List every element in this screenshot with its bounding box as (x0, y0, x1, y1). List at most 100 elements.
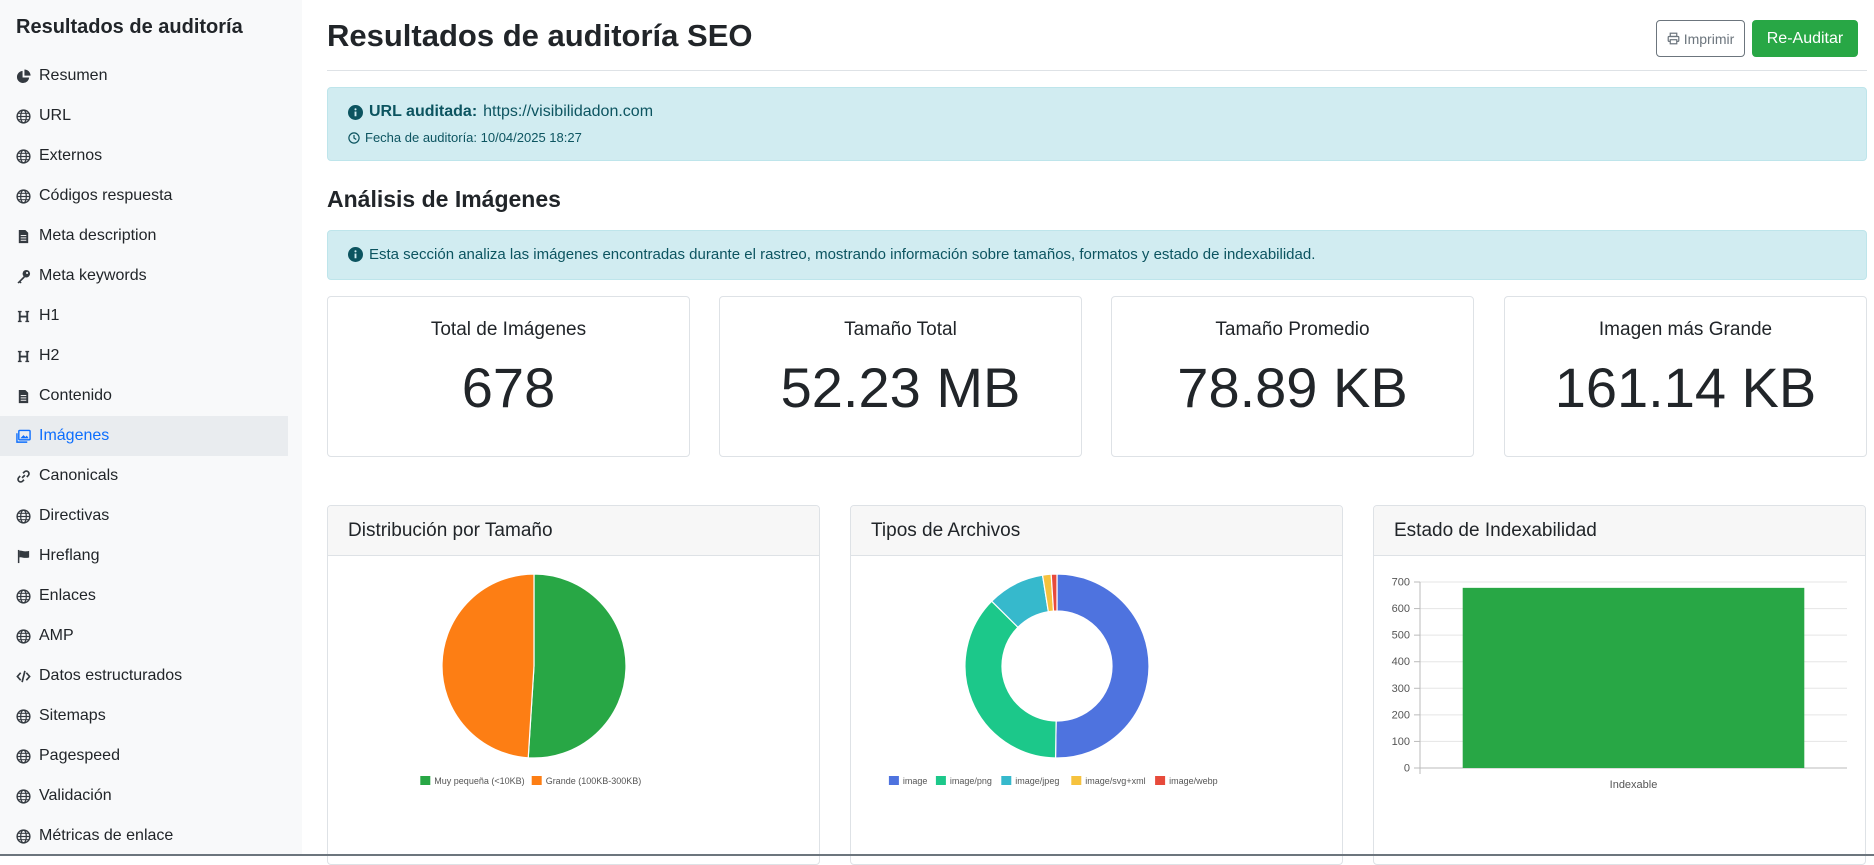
stat-card-total-size: Tamaño Total 52.23 MB (719, 296, 1082, 457)
sidebar-item-amp[interactable]: AMP (0, 616, 288, 656)
stat-label: Imagen más Grande (1598, 319, 1773, 340)
images-icon (16, 428, 36, 444)
flag-icon (16, 548, 36, 564)
header-divider (327, 70, 1867, 71)
sidebar-item-meta-description[interactable]: Meta description (0, 216, 288, 256)
sidebar-item-resumen[interactable]: Resumen (0, 56, 288, 96)
slice-muy-peque-a-10kb (527, 573, 627, 759)
sidebar-item-directivas[interactable]: Directivas (0, 496, 288, 536)
stat-value: 78.89 KB (1177, 356, 1408, 419)
globe-icon (16, 748, 36, 764)
section-description: Esta sección analiza las imágenes encont… (369, 246, 1316, 263)
sidebar-item-h2[interactable]: H2 (0, 336, 288, 376)
bar-indexable (1462, 587, 1805, 768)
sidebar-item-contenido[interactable]: Contenido (0, 376, 288, 416)
section-info-alert: Esta sección analiza las imágenes encont… (327, 230, 1867, 280)
sidebar-item-label: URL (39, 107, 72, 124)
sidebar-item-label: H2 (39, 347, 60, 364)
legend-swatch (420, 776, 431, 785)
legend-label: image (903, 776, 928, 786)
indexability-card: Estado de Indexabilidad 0 100 200 300 400 500… (1373, 505, 1866, 865)
sidebar-item-métricas-de-enlace[interactable]: Métricas de enlace (0, 816, 288, 856)
print-button-label: Imprimir (1683, 30, 1735, 47)
sidebar-item-validación[interactable]: Validación (0, 776, 288, 816)
legend-swatch (1001, 776, 1012, 785)
sidebar-item-imágenes[interactable]: Imágenes (0, 416, 288, 456)
sidebar-item-label: Externos (39, 147, 103, 164)
globe-icon (16, 108, 36, 124)
legend-label: Grande (100KB-300KB) (546, 776, 642, 786)
sidebar-title: Resultados de auditoría (16, 16, 243, 38)
sidebar-item-label: Enlaces (39, 587, 96, 604)
legend-label: Muy pequeña (<10KB) (434, 776, 524, 786)
audit-date: Fecha de auditoría: 10/04/2025 18:27 (365, 130, 582, 145)
sidebar-item-label: AMP (39, 627, 74, 644)
chart-title: Tipos de Archivos (851, 506, 1342, 556)
legend-swatch (888, 776, 899, 785)
section-title: Análisis de Imágenes (327, 186, 561, 212)
chart-title: Estado de Indexabilidad (1374, 506, 1865, 556)
sidebar-item-label: Resumen (39, 67, 108, 84)
stat-value: 678 (461, 356, 556, 419)
heading-icon (16, 308, 36, 324)
sidebar-item-label: H1 (39, 307, 60, 324)
sidebar-item-hreflang[interactable]: Hreflang (0, 536, 288, 576)
globe-icon (16, 788, 36, 804)
y-tick-label: 700 (1392, 577, 1410, 589)
globe-icon (16, 828, 36, 844)
legend-label: image/webp (1169, 776, 1218, 786)
heading-icon (16, 348, 36, 364)
audited-url: https://visibilidadon.com (483, 103, 654, 120)
code-icon (16, 668, 36, 684)
chart-title: Distribución por Tamaño (328, 506, 819, 556)
slice-image (1054, 573, 1150, 759)
legend-swatch (1071, 776, 1082, 785)
print-button[interactable]: Imprimir (1656, 20, 1745, 57)
sidebar-item-label: Contenido (39, 387, 112, 404)
sidebar-item-h1[interactable]: H1 (0, 296, 288, 336)
sidebar-item-label: Meta description (39, 227, 157, 244)
audit-info-alert: URL auditada: https://visibilidadon.com … (327, 87, 1867, 161)
legend-label: image/svg+xml (1085, 776, 1145, 786)
sidebar-item-canonicals[interactable]: Canonicals (0, 456, 288, 496)
sidebar-item-label: Canonicals (39, 467, 119, 484)
sidebar-item-sitemaps[interactable]: Sitemaps (0, 696, 288, 736)
stat-card-average-size: Tamaño Promedio 78.89 KB (1111, 296, 1474, 457)
key-icon (16, 268, 36, 284)
globe-icon (16, 588, 36, 604)
globe-icon (16, 148, 36, 164)
slice-image-webp (1050, 573, 1058, 612)
sidebar-item-externos[interactable]: Externos (0, 136, 288, 176)
sidebar-item-enlaces[interactable]: Enlaces (0, 576, 288, 616)
sidebar-item-meta-keywords[interactable]: Meta keywords (0, 256, 288, 296)
file-icon (16, 388, 36, 404)
globe-icon (16, 188, 36, 204)
legend-swatch (531, 776, 542, 785)
sidebar-item-label: Métricas de enlace (39, 827, 174, 844)
sidebar-item-códigos-respuesta[interactable]: Códigos respuesta (0, 176, 288, 216)
sidebar-item-label: Validación (39, 787, 112, 804)
y-tick-label: 200 (1392, 709, 1410, 721)
x-tick-label: Indexable (1610, 779, 1658, 791)
stat-label: Tamaño Promedio (1215, 319, 1370, 340)
sidebar-item-label: Meta keywords (39, 267, 147, 284)
slice-image-png (964, 600, 1057, 759)
stat-label: Total de Imágenes (430, 319, 587, 340)
clock-icon (348, 131, 360, 144)
sidebar-item-datos-estructurados[interactable]: Datos estructurados (0, 656, 288, 696)
legend-swatch (935, 776, 946, 785)
sidebar-item-label: Sitemaps (39, 707, 106, 724)
reaudit-button[interactable]: Re-Auditar (1752, 20, 1858, 57)
y-tick-label: 0 (1404, 763, 1410, 775)
sidebar-item-url[interactable]: URL (0, 96, 288, 136)
printer-icon (1667, 32, 1680, 45)
stat-label: Tamaño Total (844, 319, 957, 340)
indexability-chart: 0 100 200 300 400 500 600 700 Indexable (1392, 577, 1847, 791)
size-distribution-card: Distribución por Tamaño Muy pequeña (<10… (327, 505, 820, 865)
sidebar-item-label: Datos estructurados (39, 667, 183, 684)
sidebar: Resultados de auditoría Resumen URL Extern… (0, 0, 302, 856)
y-tick-label: 600 (1392, 603, 1410, 615)
globe-icon (16, 508, 36, 524)
y-tick-label: 500 (1392, 630, 1410, 642)
sidebar-item-pagespeed[interactable]: Pagespeed (0, 736, 288, 776)
